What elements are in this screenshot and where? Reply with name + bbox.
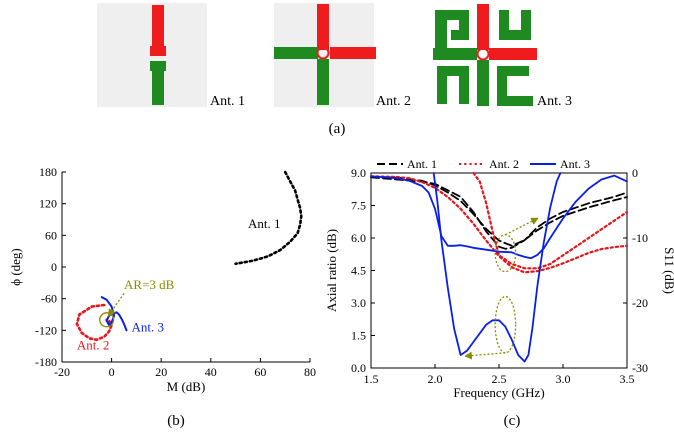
antenna-3-hook bbox=[521, 10, 531, 40]
antenna-3-hook bbox=[451, 30, 469, 40]
series-line-ant-1-s11 bbox=[370, 176, 628, 247]
panel-b-caption: (b) bbox=[167, 413, 185, 429]
y2-axis-label: S11 (dB) bbox=[662, 247, 674, 294]
antenna-3-hook bbox=[437, 66, 469, 76]
antenna-1-top-arm bbox=[152, 5, 164, 53]
antenna-2-top-arm bbox=[317, 4, 329, 50]
arrow-to-ar-axis bbox=[464, 351, 506, 360]
antenna-1-label: Ant. 1 bbox=[210, 94, 245, 109]
antenna-1-top-pad bbox=[150, 46, 166, 56]
x-axis-label: Frequency (GHz) bbox=[453, 385, 544, 400]
y-tick-label: 0 bbox=[51, 260, 57, 274]
legend-label: Ant. 1 bbox=[407, 157, 437, 171]
antenna-3-hook bbox=[497, 66, 529, 76]
panel-c-caption: (c) bbox=[504, 413, 521, 429]
x-axis-label: M (dB) bbox=[167, 379, 206, 394]
annotation-label: Ant. 2 bbox=[77, 337, 110, 352]
antenna-3-feed-ring bbox=[476, 47, 490, 61]
series-line-ant-1-ar bbox=[370, 176, 628, 250]
y2-tick-label: -20 bbox=[632, 296, 648, 310]
x-tick-label: 80 bbox=[304, 365, 316, 379]
x-tick-label: -20 bbox=[54, 365, 70, 379]
antenna-3-label: Ant. 3 bbox=[537, 94, 572, 109]
series-line-ant-1 bbox=[234, 170, 303, 266]
y-axis-label: Axial ratio (dB) bbox=[324, 229, 339, 312]
x-tick-label: 60 bbox=[254, 365, 266, 379]
y-tick-label: 6.0 bbox=[351, 231, 366, 245]
y-tick-label: -60 bbox=[41, 292, 57, 306]
antenna-3-hook bbox=[459, 10, 469, 40]
antenna-2-right-arm bbox=[330, 47, 376, 59]
x-tick-label: 0 bbox=[109, 365, 115, 379]
annotation-label: AR=3 dB bbox=[124, 277, 175, 292]
y-tick-label: -120 bbox=[35, 323, 57, 337]
antenna-3-hook bbox=[437, 66, 447, 104]
antenna-3-hook bbox=[499, 30, 531, 40]
antenna-2-left-arm bbox=[274, 47, 318, 59]
antenna-2-drawing bbox=[274, 3, 376, 107]
x-tick-label: 2.0 bbox=[428, 372, 443, 386]
y-tick-label: 60 bbox=[45, 228, 57, 242]
antenna-3-hook bbox=[459, 66, 469, 104]
series-line-ant-3-ar bbox=[432, 172, 562, 363]
panel-b-chart: -180 -120 -60 0 60 120 180 -20 0 20 40 60 80 M (dB) ϕ … bbox=[8, 165, 316, 394]
ar3-circle bbox=[99, 312, 115, 328]
x-tick-label: 40 bbox=[205, 365, 217, 379]
legend-label: Ant. 2 bbox=[489, 157, 519, 171]
y-tick-label: 180 bbox=[39, 165, 57, 179]
x-tick-label: 20 bbox=[155, 365, 167, 379]
antenna-1-drawing bbox=[97, 3, 207, 107]
y-tick-label: 0.0 bbox=[351, 361, 366, 375]
antenna-3-hook bbox=[499, 10, 509, 40]
x-tick-label: 3.5 bbox=[620, 372, 635, 386]
series-line-ant-3 bbox=[100, 296, 128, 332]
antenna-3-left-arm bbox=[433, 48, 477, 60]
y2-tick-label: 0 bbox=[632, 166, 638, 180]
antenna-3-hook bbox=[435, 10, 447, 52]
antenna-3-right-arm bbox=[489, 48, 537, 60]
y-tick-label: 4.5 bbox=[351, 264, 366, 278]
y2-tick-label: -10 bbox=[632, 231, 648, 245]
antenna-3-top-arm bbox=[477, 4, 489, 50]
panel-a-caption: (a) bbox=[329, 121, 346, 137]
annotation-label: Ant. 1 bbox=[248, 216, 281, 231]
legend-label: Ant. 3 bbox=[560, 157, 590, 171]
antenna-3-bottom-arm bbox=[477, 60, 489, 106]
x-tick-label: 1.5 bbox=[364, 372, 379, 386]
y-tick-label: 120 bbox=[39, 197, 57, 211]
y-axis-label: ϕ (deg) bbox=[8, 248, 23, 286]
y-tick-label: 9.0 bbox=[351, 166, 366, 180]
x-tick-label: 3.0 bbox=[556, 372, 571, 386]
antenna-2-bottom-arm bbox=[317, 59, 329, 105]
antenna-1-bottom-arm bbox=[152, 61, 164, 105]
series-line-ant-2 bbox=[75, 303, 113, 342]
arrow-to-s11-axis bbox=[505, 217, 539, 236]
series-line-ant-3-s11 bbox=[370, 174, 628, 260]
plot-frame bbox=[370, 172, 628, 369]
antenna-3-hook bbox=[497, 66, 507, 104]
series-line-ant-2-s11 bbox=[369, 175, 629, 274]
y-tick-label: 1.5 bbox=[351, 329, 366, 343]
ar3-arrow bbox=[107, 293, 125, 317]
antenna-3-hook bbox=[497, 96, 533, 106]
antenna-3-drawing bbox=[433, 4, 537, 106]
y-tick-label: 7.5 bbox=[351, 199, 366, 213]
panel-a: Ant. 1 Ant. 2 bbox=[97, 3, 572, 137]
y-tick-label: -180 bbox=[35, 355, 57, 369]
y2-tick-label: -30 bbox=[632, 361, 648, 375]
series-line-ant-2-ar bbox=[472, 171, 629, 270]
x-tick-label: 2.5 bbox=[492, 372, 507, 386]
antenna-2-feed-ring bbox=[316, 46, 330, 60]
annotation-label: Ant. 3 bbox=[131, 319, 164, 334]
highlight-ellipse bbox=[494, 295, 517, 354]
antenna-3-hook bbox=[435, 10, 469, 20]
y-tick-label: 3.0 bbox=[351, 296, 366, 310]
antenna-2-label: Ant. 2 bbox=[376, 94, 411, 109]
